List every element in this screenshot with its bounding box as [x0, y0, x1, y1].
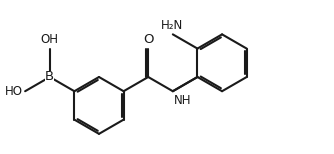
Text: HO: HO: [5, 85, 23, 98]
Text: NH: NH: [174, 94, 191, 107]
Text: B: B: [45, 71, 54, 83]
Text: O: O: [143, 33, 153, 46]
Text: OH: OH: [41, 33, 59, 46]
Text: H₂N: H₂N: [161, 19, 183, 32]
